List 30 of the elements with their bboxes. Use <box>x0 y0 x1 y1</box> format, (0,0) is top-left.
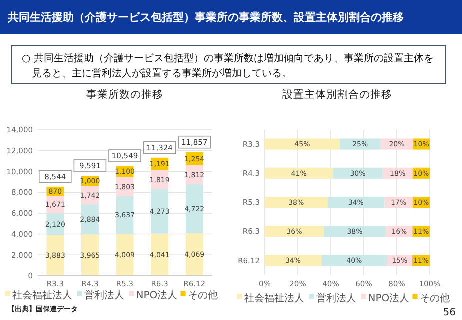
legend-label: その他 <box>188 290 218 302</box>
legend-label: 営利法人 <box>316 292 356 304</box>
text: 共同生活援助（介護サービス包括型）事業所の事業所数、設置主体別割合の推移 <box>7 10 404 24</box>
bar <box>151 234 168 276</box>
chart-title: 設置主体別割合の推移 <box>282 88 392 101</box>
bar <box>265 138 340 150</box>
text: 56 <box>443 308 456 318</box>
chart-title: 事業所数の推移 <box>86 88 164 101</box>
bar <box>328 196 385 208</box>
bar <box>46 236 64 276</box>
bar <box>265 255 322 266</box>
bar <box>82 234 99 276</box>
legend-label: 社会福祉法人 <box>244 292 304 304</box>
legend-label: その他 <box>420 292 450 304</box>
bar <box>151 189 168 234</box>
legend-label: 社会福祉法人 <box>12 290 72 302</box>
bar <box>186 184 204 234</box>
bar <box>116 234 134 276</box>
legend-label: NPO法人 <box>136 290 178 302</box>
bar <box>265 226 324 238</box>
bar <box>324 226 386 238</box>
bar <box>186 234 204 276</box>
bar <box>322 255 388 266</box>
bar <box>265 168 334 179</box>
legend-label: 営利法人 <box>84 290 124 302</box>
bar <box>265 196 328 208</box>
legend-label: NPO法人 <box>368 292 410 304</box>
bar <box>340 138 381 150</box>
text: ○ 共同生活援助（介護サービス包括型）の事業所数は増加傾向であり、事業所の設置主体を見ると、主に営利法人が設置する事業所が増加している。 <box>22 52 434 80</box>
bar <box>333 168 383 179</box>
